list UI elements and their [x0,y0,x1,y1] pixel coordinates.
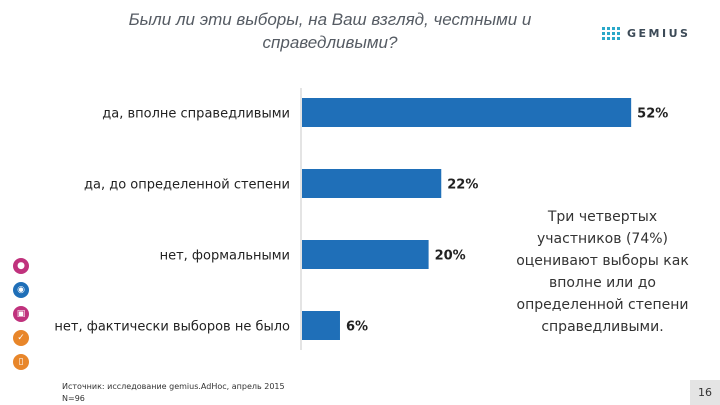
bar [302,98,632,127]
gemius-logo: GEMIUS [602,22,712,44]
category-label: да, до определенной степени [84,178,290,193]
category-label: нет, формальными [160,249,290,264]
bulb-icon: ◉ [13,282,29,298]
value-label: 20% [435,249,466,264]
bar [302,240,429,269]
value-label: 52% [637,107,668,122]
side-icon-bar: ● ◉ ▣ ✓ ▯ [13,258,31,378]
category-label: нет, фактически выборов не было [54,320,290,335]
logo-text: GEMIUS [627,26,691,40]
value-label: 22% [447,178,478,193]
category-label: да, вполне справедливыми [102,107,290,122]
bar [302,169,442,198]
value-label: 6% [346,320,368,335]
logo-dots-icon [602,26,620,40]
sample-size: N=96 [62,394,85,403]
summary-note: Три четвертых участников (74%) оценивают… [516,209,689,335]
source-note: Источник: исследование gemius.AdHoc, апр… [62,381,285,405]
people-icon: ● [13,258,29,274]
phone-icon: ▯ [13,354,29,370]
bar [302,311,340,340]
wrench-icon: ✓ [13,330,29,346]
cart-icon: ▣ [13,306,29,322]
source-line: Источник: исследование gemius.AdHoc, апр… [62,382,285,391]
page-number: 16 [690,380,720,405]
chart-title: Были ли эти выборы, на Ваш взгляд, честн… [128,10,532,52]
